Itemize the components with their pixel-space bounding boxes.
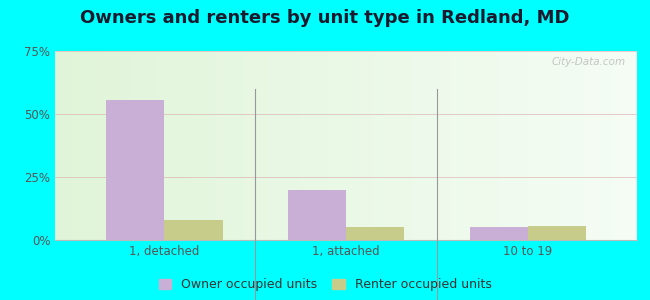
Bar: [470, 227, 528, 240]
Bar: [106, 100, 164, 240]
Text: City-Data.com: City-Data.com: [551, 57, 625, 67]
Bar: [346, 227, 404, 240]
Bar: [528, 226, 586, 240]
Text: Owners and renters by unit type in Redland, MD: Owners and renters by unit type in Redla…: [80, 9, 570, 27]
Legend: Owner occupied units, Renter occupied units: Owner occupied units, Renter occupied un…: [156, 276, 494, 294]
Bar: [164, 220, 222, 240]
Bar: [288, 190, 346, 240]
